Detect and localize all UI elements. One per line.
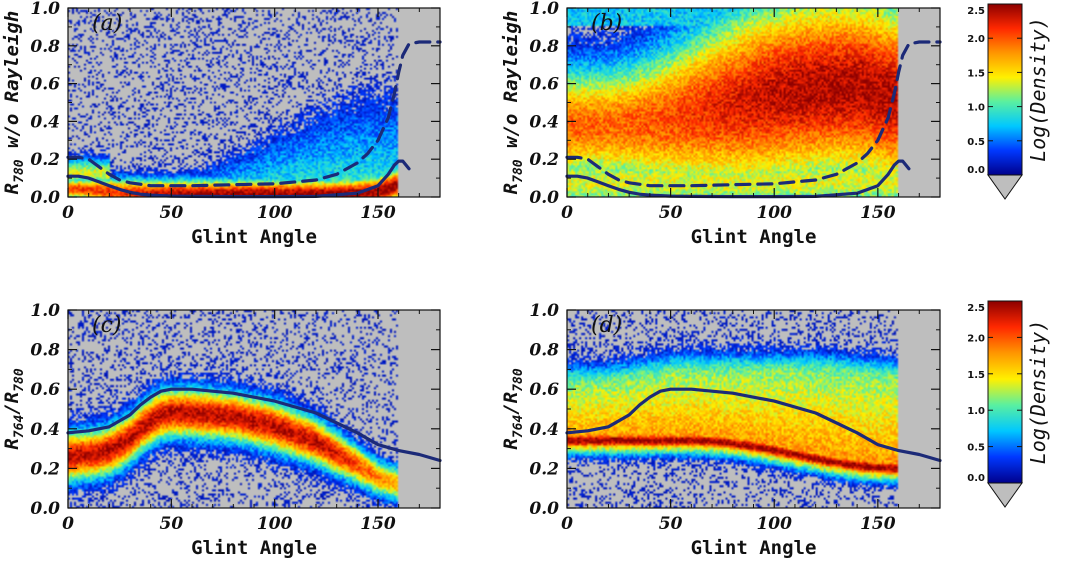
colorbar-label: Log(Density) [1026,320,1050,465]
colorbar-tick-label: 2.0 [967,34,985,45]
panel-a: 0 50 100 150 0.0 0.2 0.4 0.6 0.8 1.0 (a) Glint Angl… [1,0,442,248]
y-axis-label-part: w/o Rayleigh [500,11,522,160]
colorbar-tick-label: 1.5 [967,68,985,79]
y-tick-label: 1.0 [30,0,60,19]
y-tick-label: 0.2 [529,150,559,170]
y-tick-label: 0.8 [529,341,559,361]
y-tick-label: 0.0 [529,188,559,208]
y-tick-label: 1.0 [529,301,559,321]
y-axis-label: R764/R780 [500,368,526,449]
y-tick-label: 0.6 [30,75,60,95]
x-axis-label: Glint Angle [191,226,317,248]
colorbar-2: 0.0 0.5 1.0 1.5 2.0 2.5 Log(Density) [967,300,1050,508]
colorbar-tick-label: 0.5 [967,443,985,454]
series-line-solid [565,387,942,463]
y-axis-label: R780 w/o Rayleigh [1,11,27,195]
y-tick-label: 1.0 [529,0,559,19]
colorbar-tick-label: 0.5 [967,137,985,148]
panel-c: 0 50 100 150 0.0 0.2 0.4 0.6 0.8 1.0 (c) Glint Angl… [1,301,442,559]
y-axis-label: R780 w/o Rayleigh [500,11,526,195]
y-tick-label: 0.4 [529,420,559,440]
colorbar-label: Log(Density) [1026,17,1050,162]
x-tick-label: 150 [360,514,396,534]
y-axis-label-subscript: 764 [511,415,526,439]
y-axis-label-part: R [1,183,23,194]
y-tick-label: 0.0 [30,188,60,208]
x-tick-label: 100 [756,203,792,223]
y-tick-label: 0.8 [30,341,60,361]
x-tick-label: 100 [257,514,293,534]
x-tick-label: 100 [257,203,293,223]
y-tick-label: 0.6 [529,380,559,400]
colorbar-tick-label: 1.0 [967,103,985,114]
colorbar-tick-label: 2.0 [967,333,985,344]
x-tick-label: 150 [860,203,896,223]
x-tick-label: 150 [360,203,396,223]
series-line-solid [66,387,442,463]
x-tick-label: 50 [159,203,183,223]
y-tick-label: 0.6 [30,380,60,400]
panel-b: 0 50 100 150 0.0 0.2 0.4 0.6 0.8 1.0 (b) Glint Angl… [500,0,942,248]
density-heatmap [567,310,940,508]
y-axis-label-part: /R [500,392,522,415]
y-axis-label: R764/R780 [1,368,27,449]
x-tick-label: 50 [159,514,183,534]
density-heatmap [567,8,940,197]
y-axis-label-part: /R [1,392,23,415]
panel-label: (c) [92,313,122,338]
colorbar-under-triangle [987,482,1023,508]
panel-label: (d) [591,313,622,338]
y-axis-label-part: w/o Rayleigh [1,11,23,160]
x-axis-label: Glint Angle [691,537,817,559]
y-axis-label-subscript: 764 [12,415,27,439]
y-tick-label: 0.2 [30,459,60,479]
colorbar-tick-label: 1.0 [967,406,985,417]
x-axis-label: Glint Angle [691,226,817,248]
x-axis-label: Glint Angle [191,537,317,559]
colorbar-tick-label: 2.5 [967,6,985,17]
colorbar-tick-label: 2.5 [967,303,985,314]
y-axis-label-part: R [500,183,522,194]
y-axis-label-part: R [1,438,23,449]
y-tick-label: 0.4 [30,112,60,132]
panel-label: (b) [591,11,622,36]
x-tick-label: 100 [756,514,792,534]
colorbar-tick-label: 0.0 [967,165,985,176]
y-tick-label: 0.8 [529,37,559,57]
y-axis-label-subscript: 780 [12,159,27,183]
x-tick-label: 150 [860,514,896,534]
x-tick-label: 0 [561,203,573,223]
density-heatmap [68,8,440,197]
y-tick-label: 0.6 [529,75,559,95]
y-tick-label: 0.2 [529,459,559,479]
y-tick-label: 0.4 [30,420,60,440]
y-tick-label: 0.2 [30,150,60,170]
y-axis-label-subscript: 780 [511,159,526,183]
x-tick-label: 0 [62,203,74,223]
x-tick-label: 50 [659,203,683,223]
colorbar-gradient [987,300,1023,484]
y-tick-label: 0.0 [529,499,559,519]
y-tick-label: 0.8 [30,37,60,57]
y-axis-label-subscript: 780 [511,368,526,392]
panel-label: (a) [92,11,122,36]
colorbar-gradient [987,3,1023,176]
y-tick-label: 0.4 [529,112,559,132]
panel-d: 0 50 100 150 0.0 0.2 0.4 0.6 0.8 1.0 (d) Glint Angl… [500,301,942,559]
y-axis-label-part: R [500,438,522,449]
x-tick-label: 0 [62,514,74,534]
series-line-dashed [66,40,442,188]
colorbar-1: 0.0 0.5 1.0 1.5 2.0 2.5 Log(Density) [967,3,1050,200]
y-tick-label: 0.0 [30,499,60,519]
colorbar-tick-label: 0.0 [967,473,985,484]
y-axis-label-subscript: 780 [12,368,27,392]
y-tick-label: 1.0 [30,301,60,321]
x-tick-label: 50 [659,514,683,534]
series-line-dashed [565,40,942,188]
colorbar-under-triangle [987,174,1023,200]
density-heatmap [68,310,440,508]
colorbar-tick-label: 1.5 [967,370,985,381]
x-tick-label: 0 [561,514,573,534]
